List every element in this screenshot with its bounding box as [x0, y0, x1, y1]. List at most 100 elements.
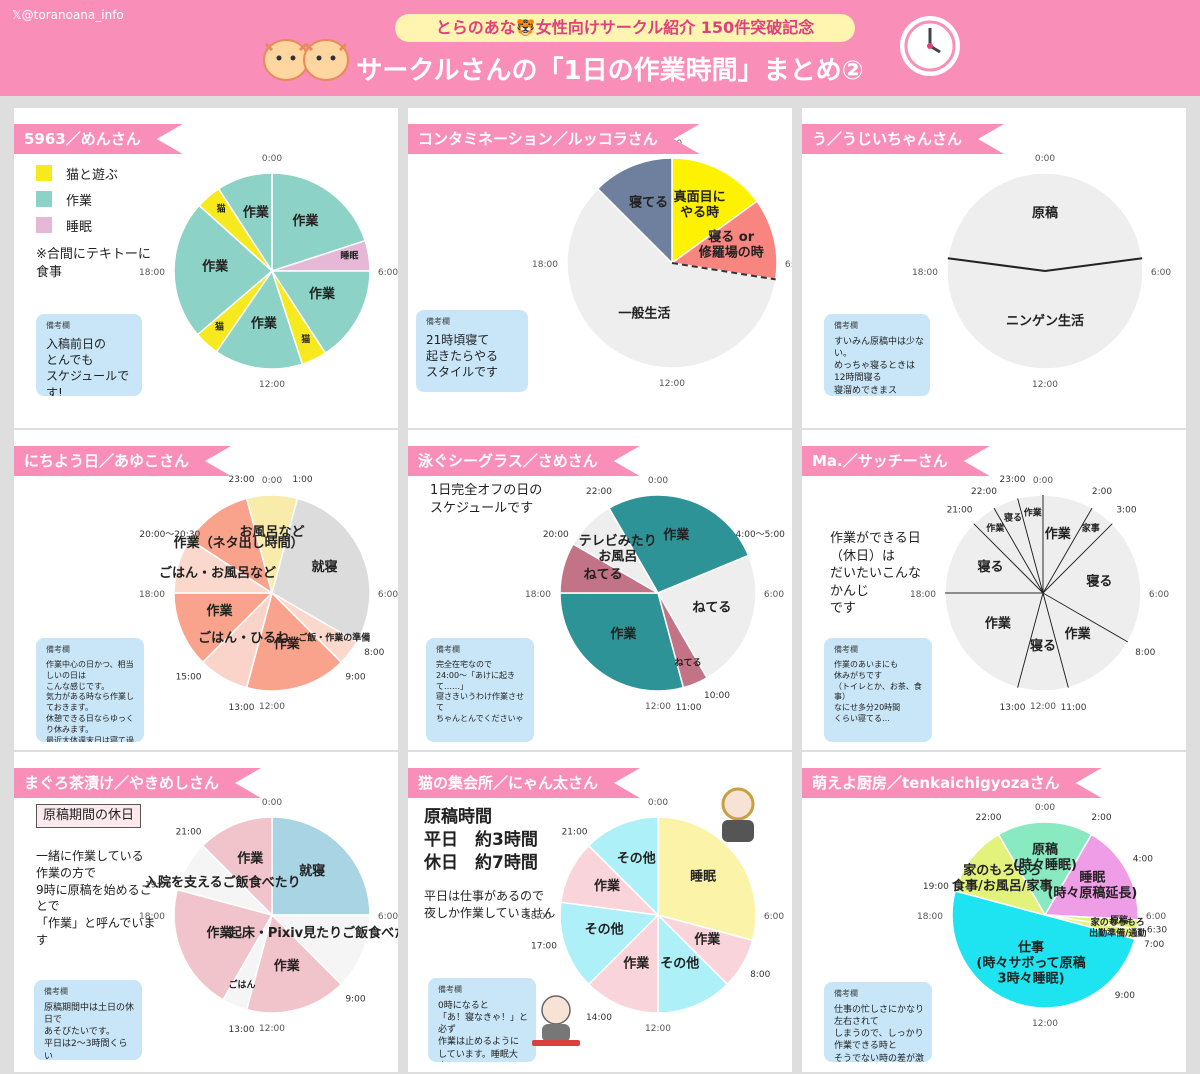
legend-item: 猫と遊ぶ	[36, 160, 151, 186]
hour-label: 12:00	[1032, 380, 1058, 390]
panel-title: 泳ぐシーグラス／さめさん	[408, 446, 640, 476]
panel-8: 睡眠 作業 その他 作業 その他 作業 その他 0:00 6:00 12:00 18:00 21:00…	[408, 752, 792, 1072]
slice-label: お風呂など	[239, 525, 304, 540]
note-box: 備考欄 入稿前日の とんでも スケジュールです!	[36, 314, 142, 396]
tick-label: 11:00	[1061, 703, 1087, 713]
account-handle: 𝕏@toranoana_info	[12, 8, 124, 22]
tick-label: 17:00	[531, 942, 557, 952]
slice-label: 睡眠	[340, 250, 358, 262]
annotation-heading: 原稿期間の休日	[36, 804, 142, 828]
slice-label: 作業	[309, 286, 336, 302]
tick-label: 22:00	[971, 487, 997, 497]
panel-title: 萌えよ厨房／tenkaichigyozaさん	[802, 768, 1102, 798]
tick-label: 9:00	[345, 994, 365, 1004]
slice-label: 作業	[694, 931, 721, 947]
slice-label: 作業	[243, 205, 270, 221]
pie-slice	[946, 172, 1144, 272]
slice-label: ニンゲン生活	[1006, 313, 1084, 329]
slice-label: 作業	[594, 878, 621, 894]
pie-slice	[946, 257, 1144, 370]
note-label: 備考欄	[834, 989, 858, 998]
hour-label: 6:00	[785, 260, 792, 270]
chart-legend: 猫と遊ぶ 作業 睡眠 ※合間にテキトーに 食事	[36, 160, 151, 282]
hour-label: 6:00	[1146, 912, 1166, 922]
slice-label: 睡眠	[690, 868, 716, 884]
panel-title: にちよう日／あゆこさん	[14, 446, 231, 476]
slice-label: 作業（ネタ出し時間）	[174, 535, 304, 551]
slice-divider	[1042, 592, 1069, 688]
hour-label: 12:00	[259, 1024, 285, 1034]
slice-label: 作業	[986, 522, 1005, 534]
slice-label: ねてる	[692, 600, 731, 615]
note-box: 備考欄 作業のあいまにも 休みがちです （トイレとか、お茶、食事） なにせ多分20…	[824, 638, 932, 742]
slice-label: 真面目にやる時	[674, 189, 726, 221]
slice-label: 就寝	[299, 863, 325, 879]
slice-divider	[973, 523, 1044, 594]
pie-slice	[215, 269, 304, 370]
slice-label: 寝る	[1030, 638, 1056, 654]
clock-icon	[900, 16, 960, 76]
hour-label: 0:00	[1035, 803, 1055, 813]
pie-slice	[572, 507, 661, 596]
note-label: 備考欄	[834, 321, 858, 330]
pie-slice	[559, 901, 660, 986]
slice-label: 寝る	[1004, 512, 1022, 524]
slice-label: 仕事(時々サボって原稿 3時々睡眠)	[976, 940, 1085, 987]
panel-title: まぐろ茶漬け／やきめしさん	[14, 768, 261, 798]
note-text: 21時頃寝て 起きたらやる スタイルです	[426, 333, 499, 380]
tick-label: 13:00	[228, 703, 254, 713]
tick-label: 10:00	[704, 691, 730, 701]
note-text: 入稿前日の とんでも スケジュールです!	[46, 337, 130, 396]
note-text: 仕事の忙しさにかなり左右されて しまうので、しっかり作業できる時と そうでない時…	[834, 1005, 925, 1062]
slice-divider	[947, 257, 1046, 272]
slice-label: 作業	[274, 958, 301, 974]
pie-slice	[245, 913, 343, 1014]
note-label: 備考欄	[46, 645, 70, 654]
tick-label: 8:00	[364, 648, 384, 658]
slice-divider	[1042, 523, 1113, 594]
slice-label: 作業	[610, 626, 637, 642]
panel-4: 就寝 ご飯・作業の準備 作業 ごはん・ひるね 作業 ごはん・お風呂など 作業（ネタ出し時間）…	[14, 430, 398, 750]
hour-label: 18:00	[917, 912, 943, 922]
slice-label: 作業	[292, 213, 319, 229]
hour-label: 18:00	[910, 590, 936, 600]
legend-label: 睡眠	[66, 219, 93, 235]
slice-label: 作業	[1024, 506, 1043, 518]
hour-label: 0:00	[262, 798, 282, 808]
hour-label: 6:00	[1149, 590, 1169, 600]
panel-3: 原稿 ニンゲン生活 0:00 6:00 12:00 18:00 う／うじいちゃんさん 備考欄す…	[802, 108, 1186, 428]
pie-slice	[201, 816, 273, 917]
pie-slice	[1041, 591, 1129, 689]
slice-label: 猫	[301, 333, 310, 345]
panel-7: 就寝起床・Pixiv見たりご飯食べたり作業ごはん作業入院を支えるご飯食べたり作業…	[14, 752, 398, 1072]
tick-label: 13:00	[228, 1025, 254, 1035]
pie-slice	[173, 592, 274, 664]
legend-swatch	[36, 217, 52, 233]
slice-label: 家事	[1082, 522, 1100, 534]
hour-label: 0:00	[262, 476, 282, 486]
pie-slice	[657, 913, 729, 1014]
pie-slice	[1043, 833, 1139, 921]
tiger-mascot-icon	[263, 39, 349, 81]
slice-divider	[1017, 592, 1044, 688]
pie-slice	[271, 497, 371, 644]
legend-note: ※合間にテキトーに 食事	[36, 247, 151, 281]
note-label: 備考欄	[426, 317, 450, 326]
pie-slice	[671, 157, 758, 265]
slice-label: 原稿	[1110, 914, 1128, 926]
hour-label: 6:00	[1151, 268, 1171, 278]
panel-6: 作業 家事 寝る 作業 寝る 作業 寝る 作業 寝る 作業 0:00 6:00 12:00 18:00 23…	[802, 430, 1186, 750]
slice-label: ごはん・ひるね	[198, 630, 289, 646]
legend-swatch	[36, 191, 52, 207]
slice-label: 一般生活	[618, 305, 670, 321]
slice-divider	[1017, 498, 1044, 594]
pie-chart: 原稿(時々睡眠)睡眠(時々原稿延長) 原稿家のもろもろ出勤準備/通勤仕事(時々サボ…	[917, 803, 1167, 1029]
slice-divider	[1042, 507, 1093, 594]
slice-label: ご飯・作業の準備	[298, 632, 370, 644]
pie-slice	[566, 187, 777, 369]
tick-label: 22:00	[586, 487, 612, 497]
slice-divider	[1044, 257, 1143, 272]
